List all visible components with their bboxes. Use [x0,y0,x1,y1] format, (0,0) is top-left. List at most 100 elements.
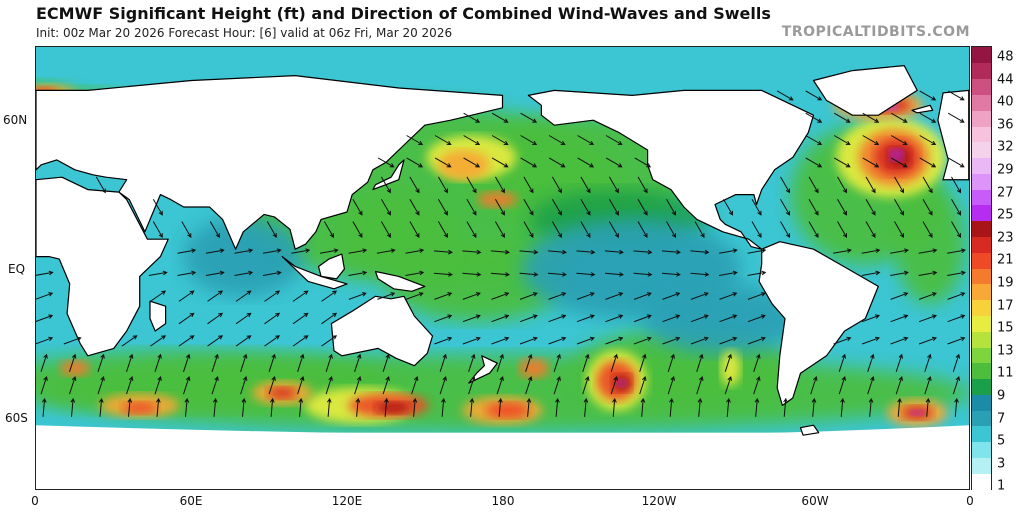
wave-direction-arrow [548,314,567,323]
lon-label-0-east: 0 [966,494,974,508]
wave-direction-arrow [268,376,276,395]
lat-label-60s: 60S [5,411,28,425]
wave-direction-arrow [918,314,937,323]
wave-direction-arrow [894,198,905,216]
color-scale-step [972,189,991,206]
madagascar-landmass [149,300,167,332]
wave-direction-arrow [469,397,475,417]
wave-direction-arrow [462,249,482,255]
wave-direction-arrow [895,376,903,395]
wave-direction-arrow [694,221,705,239]
wave-direction-arrow [608,176,619,194]
color-scale-step [972,425,991,443]
color-scale-label: 9 [997,388,1006,404]
wave-direction-arrow [780,176,791,194]
color-scale-label: 19 [997,275,1014,291]
wave-direction-arrow [918,270,938,276]
wave-direction-arrow [412,397,418,417]
color-scale-step [972,110,991,127]
new-guinea-landmass [374,270,426,292]
wave-direction-arrow [697,397,703,417]
wave-direction-arrow [235,290,252,302]
color-scale-label: 32 [997,139,1014,155]
wave-direction-arrow [838,376,846,395]
wave-direction-arrow [177,270,197,276]
wave-direction-arrow [751,198,762,216]
wave-direction-arrow [751,221,762,239]
wave-direction-arrow [576,314,595,323]
iberia-landmass [937,89,969,181]
wave-direction-arrow [70,397,76,417]
wave-direction-arrow [433,249,453,255]
color-scale-label: 44 [997,72,1014,88]
lat-label-eq: EQ [8,262,26,276]
wave-direction-arrow [548,135,566,146]
wave-direction-arrow [235,312,252,325]
wave-direction-arrow [633,336,652,345]
wave-direction-arrow [604,272,624,277]
wave-direction-arrow [865,176,876,194]
color-scale-label: 11 [997,365,1014,381]
wave-height-area [895,184,966,305]
wave-height-area [437,149,490,180]
wave-direction-arrow [947,270,966,276]
wave-direction-arrow [919,90,937,101]
wave-direction-arrow [833,135,851,146]
wave-direction-arrow [719,270,738,276]
wave-height-area [720,350,741,387]
wave-direction-arrow [491,157,509,168]
wave-direction-arrow [925,397,931,417]
color-scale-step [972,236,991,253]
wave-direction-arrow [724,353,732,372]
wave-direction-arrow [409,221,420,239]
wave-direction-arrow [520,135,538,146]
wave-direction-arrow [411,376,419,395]
wave-direction-arrow [152,198,163,216]
color-scale-bar [971,46,992,490]
wave-direction-arrow [292,312,309,325]
wave-direction-arrow [580,221,591,239]
color-scale-step [972,47,991,64]
wave-direction-arrow [468,376,476,395]
wave-direction-arrow [747,248,767,254]
wave-direction-arrow [235,335,252,347]
wave-direction-arrow [952,353,961,372]
wave-direction-arrow [605,314,624,323]
wave-direction-arrow [724,376,732,395]
wave-direction-arrow [918,292,937,300]
wave-direction-arrow [947,314,966,323]
wave-direction-arrow [805,90,823,101]
color-scale-label: 13 [997,343,1014,359]
wave-direction-arrow [747,336,766,345]
wave-direction-arrow [434,157,452,168]
wave-direction-arrow [126,353,134,372]
wave-direction-arrow [867,376,875,395]
wave-direction-arrow [523,221,534,239]
wave-height-area [375,401,412,414]
wave-direction-arrow [922,221,933,239]
wave-direction-arrow [583,397,589,417]
wave-direction-arrow [494,198,505,216]
wave-direction-arrow [323,221,334,238]
wave-direction-arrow [181,221,192,239]
wave-direction-arrow [690,249,710,255]
wave-direction-arrow [383,397,389,417]
wave-direction-arrow [434,135,452,146]
wave-direction-arrow [747,314,766,323]
wave-height-area [518,358,549,379]
wave-direction-arrow [633,249,653,255]
wave-direction-arrow [555,397,560,417]
color-scale-step [972,141,991,159]
color-scale-label: 48 [997,49,1014,65]
wave-direction-arrow [321,312,338,325]
lon-label-180: 180 [491,494,515,508]
wave-direction-arrow [833,112,851,123]
wave-direction-arrow [498,397,503,417]
wave-direction-arrow [662,336,681,345]
lon-label-60w: 60W [801,494,829,508]
wave-direction-arrow [519,249,539,255]
wave-direction-arrow [437,198,448,216]
wave-direction-arrow [466,221,477,239]
wave-direction-arrow [861,248,881,254]
wave-direction-arrow [838,353,846,372]
